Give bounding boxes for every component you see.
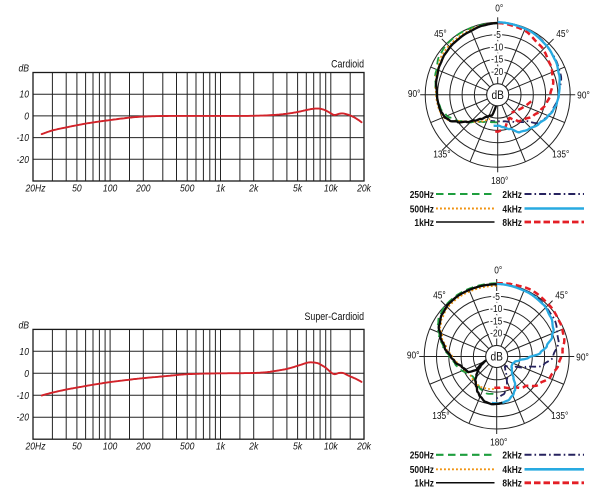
svg-text:200: 200 (135, 183, 151, 195)
svg-text:500: 500 (180, 441, 195, 453)
svg-text:10k: 10k (324, 183, 339, 195)
svg-text:-5: -5 (493, 29, 500, 40)
svg-text:8kHz: 8kHz (502, 217, 522, 229)
svg-text:135°: 135° (432, 410, 450, 421)
svg-text:0°: 0° (495, 3, 503, 14)
svg-text:-10: -10 (491, 42, 503, 53)
svg-text:-20: -20 (491, 66, 503, 77)
svg-text:8kHz: 8kHz (502, 478, 522, 490)
svg-text:2k: 2k (248, 441, 259, 453)
svg-text:20Hz: 20Hz (25, 183, 46, 195)
svg-text:4kHz: 4kHz (502, 203, 522, 215)
svg-text:2k: 2k (248, 183, 259, 195)
svg-text:1kHz: 1kHz (414, 478, 434, 490)
svg-text:Cardioid: Cardioid (331, 59, 364, 71)
svg-text:-20: -20 (490, 328, 502, 339)
svg-text:200: 200 (135, 441, 151, 453)
svg-text:50: 50 (72, 183, 82, 195)
svg-text:50: 50 (72, 441, 82, 453)
svg-text:-5: -5 (492, 291, 499, 302)
svg-text:10: 10 (19, 89, 29, 101)
svg-text:500Hz: 500Hz (410, 203, 434, 215)
svg-text:10k: 10k (324, 441, 339, 453)
svg-text:5k: 5k (293, 183, 303, 195)
svg-text:-10: -10 (17, 132, 30, 144)
svg-text:500: 500 (180, 183, 195, 195)
svg-text:dB: dB (491, 89, 503, 102)
svg-text:2kHz: 2kHz (502, 450, 522, 462)
svg-text:-15: -15 (490, 316, 502, 327)
svg-text:-10: -10 (490, 303, 502, 314)
svg-text:135°: 135° (551, 410, 569, 421)
svg-text:0: 0 (24, 111, 29, 123)
svg-text:0°: 0° (494, 265, 502, 276)
svg-text:dB: dB (18, 320, 29, 332)
svg-text:45°: 45° (433, 290, 446, 301)
svg-text:135°: 135° (433, 149, 451, 160)
svg-text:45°: 45° (555, 290, 568, 301)
svg-text:45°: 45° (434, 28, 447, 39)
svg-text:0: 0 (24, 368, 29, 380)
svg-text:5k: 5k (293, 441, 303, 453)
svg-text:100: 100 (103, 441, 118, 453)
svg-text:dB: dB (490, 351, 502, 364)
svg-text:20Hz: 20Hz (25, 441, 46, 453)
svg-text:2kHz: 2kHz (502, 189, 522, 201)
svg-text:-20: -20 (17, 154, 30, 166)
svg-text:1kHz: 1kHz (414, 217, 434, 229)
svg-text:-20: -20 (17, 412, 30, 424)
svg-text:90°: 90° (408, 88, 421, 99)
svg-text:100: 100 (103, 183, 118, 195)
svg-text:1k: 1k (216, 183, 226, 195)
svg-text:1k: 1k (216, 441, 226, 453)
svg-text:Super-Cardioid: Super-Cardioid (305, 311, 364, 323)
svg-text:180°: 180° (490, 437, 508, 448)
svg-text:250Hz: 250Hz (410, 450, 434, 462)
svg-text:dB: dB (18, 63, 29, 75)
svg-text:250Hz: 250Hz (410, 189, 434, 201)
svg-text:45°: 45° (556, 28, 569, 39)
svg-text:20k: 20k (356, 183, 372, 195)
svg-text:20k: 20k (356, 441, 372, 453)
svg-text:180°: 180° (491, 175, 509, 186)
svg-text:90°: 90° (407, 350, 420, 361)
svg-text:90°: 90° (576, 352, 589, 363)
svg-text:10: 10 (19, 346, 29, 358)
svg-text:90°: 90° (577, 90, 590, 101)
svg-text:-15: -15 (491, 54, 503, 65)
svg-text:500Hz: 500Hz (410, 464, 434, 476)
svg-text:135°: 135° (552, 149, 570, 160)
svg-text:4kHz: 4kHz (502, 464, 522, 476)
svg-text:-10: -10 (17, 390, 30, 402)
